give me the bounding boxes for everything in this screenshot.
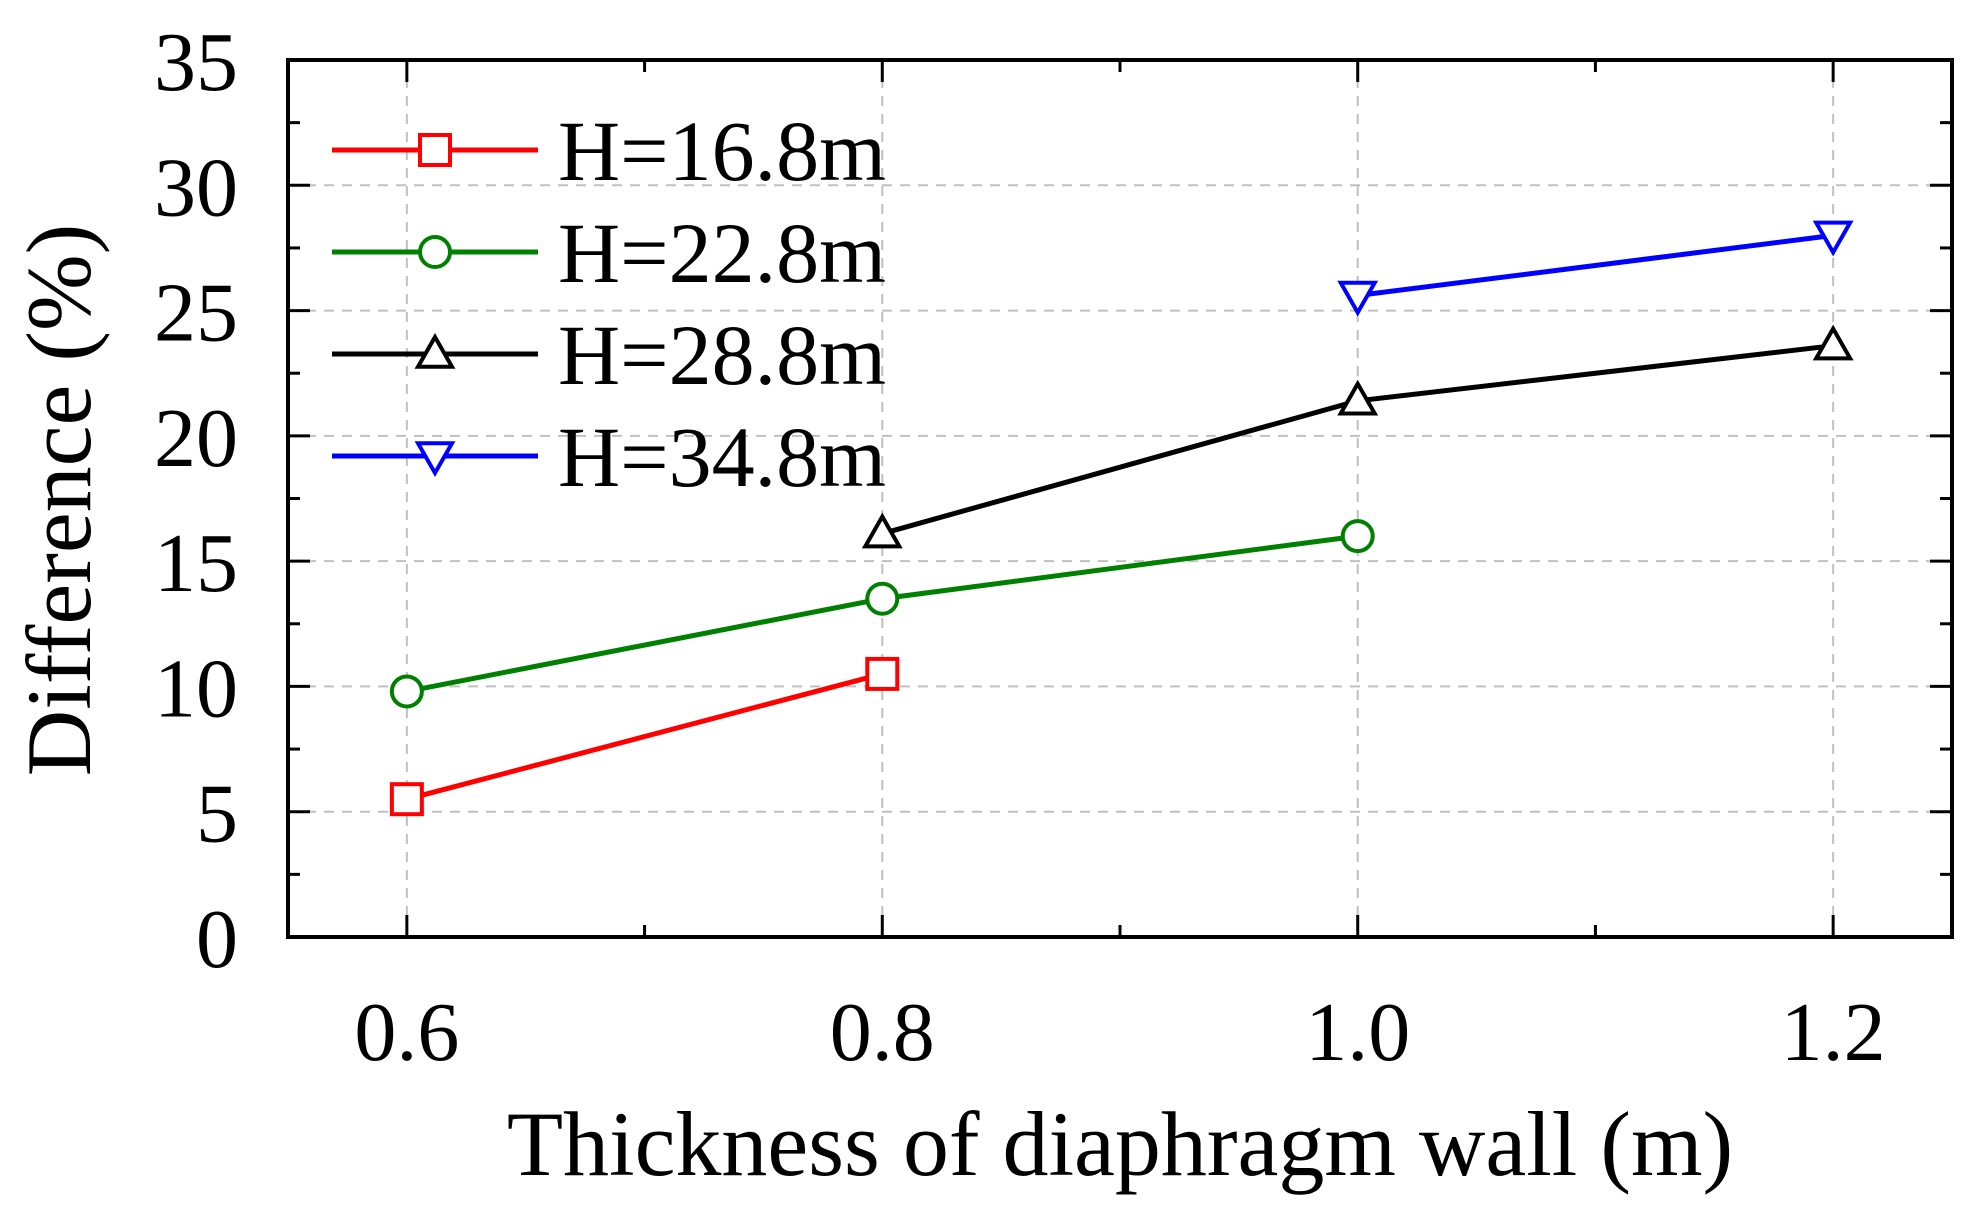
y-tick-label: 15 [154,517,238,610]
y-tick-label: 0 [196,893,238,986]
legend-label: H=16.8m [558,103,886,199]
x-tick-label: 1.0 [1305,986,1410,1079]
legend-label: H=22.8m [558,205,886,301]
legend-marker [420,135,450,165]
y-tick-label: 10 [154,642,238,735]
data-point [867,584,897,614]
x-tick-label: 0.6 [354,986,459,1079]
legend-marker [420,237,450,267]
y-tick-label: 5 [196,768,238,861]
y-tick-label: 35 [154,16,238,109]
legend-label: H=28.8m [558,307,886,403]
y-tick-label: 20 [154,392,238,485]
data-point [392,676,422,706]
x-axis-title: Thickness of diaphragm wall (m) [507,1093,1733,1195]
data-point [392,784,422,814]
x-tick-label: 1.2 [1781,986,1886,1079]
y-tick-label: 30 [154,141,238,234]
y-axis-title: Difference (%) [8,224,110,777]
data-point [867,659,897,689]
x-tick-label: 0.8 [830,986,935,1079]
legend-label: H=34.8m [558,409,886,505]
data-point [1343,521,1373,551]
y-tick-label: 25 [154,267,238,360]
